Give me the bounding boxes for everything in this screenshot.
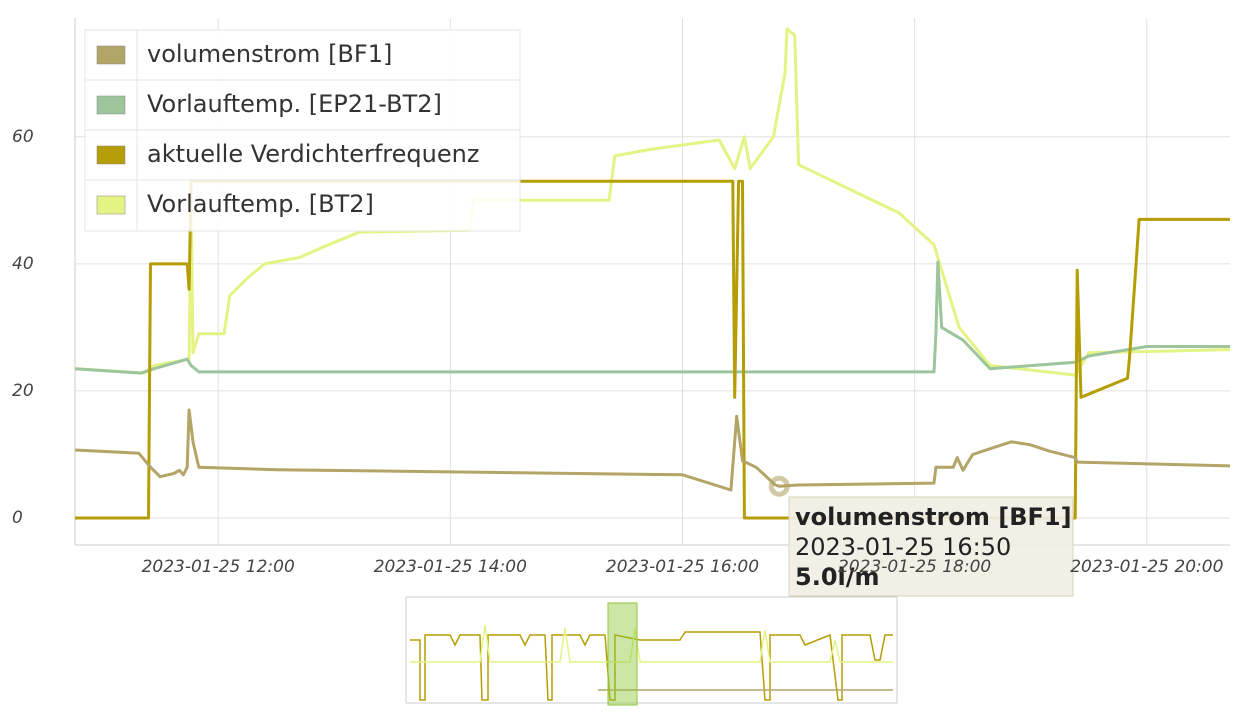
navigator-line <box>410 624 893 663</box>
x-tick-label: 2023-01-25 18:00 <box>838 557 991 577</box>
x-tick-label: 2023-01-25 14:00 <box>374 557 527 577</box>
y-tick-label: 20 <box>12 381 34 401</box>
legend-swatch <box>96 195 126 215</box>
y-tick-label: 60 <box>12 127 34 147</box>
tooltip-value: 5.0l/m <box>795 563 880 591</box>
x-tick-label: 2023-01-25 12:00 <box>142 557 295 577</box>
legend-label: aktuelle Verdichterfrequenz <box>147 140 479 168</box>
tooltip-series: volumenstrom [BF1] <box>795 503 1072 531</box>
navigator[interactable] <box>405 596 898 706</box>
x-tick-label: 2023-01-25 20:00 <box>1070 557 1223 577</box>
legend-label: Vorlauftemp. [EP21-BT2] <box>147 90 442 118</box>
series-line <box>74 260 1230 375</box>
series-line <box>75 179 1230 520</box>
legend-swatch <box>96 45 126 65</box>
y-tick-label: 40 <box>12 254 34 274</box>
navigator-line <box>410 631 893 701</box>
tooltip-box <box>788 496 1074 597</box>
series-line <box>74 27 1231 377</box>
series-lines <box>74 27 1231 520</box>
legend-swatch <box>96 145 126 165</box>
legend-swatch <box>96 95 126 115</box>
tooltip-time: 2023-01-25 16:50 <box>795 533 1011 561</box>
series-line <box>74 408 1231 492</box>
y-tick-label: 0 <box>12 508 23 528</box>
legend[interactable]: volumenstrom [BF1] Vorlauftemp. [EP21-BT2… <box>84 29 521 232</box>
x-tick-label: 2023-01-25 16:00 <box>606 557 759 577</box>
tooltip: volumenstrom [BF1] 2023-01-25 16:50 5.0l… <box>788 496 1074 597</box>
tooltip-marker <box>768 475 790 497</box>
legend-label: Vorlauftemp. [BT2] <box>147 190 374 218</box>
navigator-window[interactable] <box>607 602 638 706</box>
navigator-frame <box>405 596 898 704</box>
legend-label: volumenstrom [BF1] <box>147 40 392 68</box>
